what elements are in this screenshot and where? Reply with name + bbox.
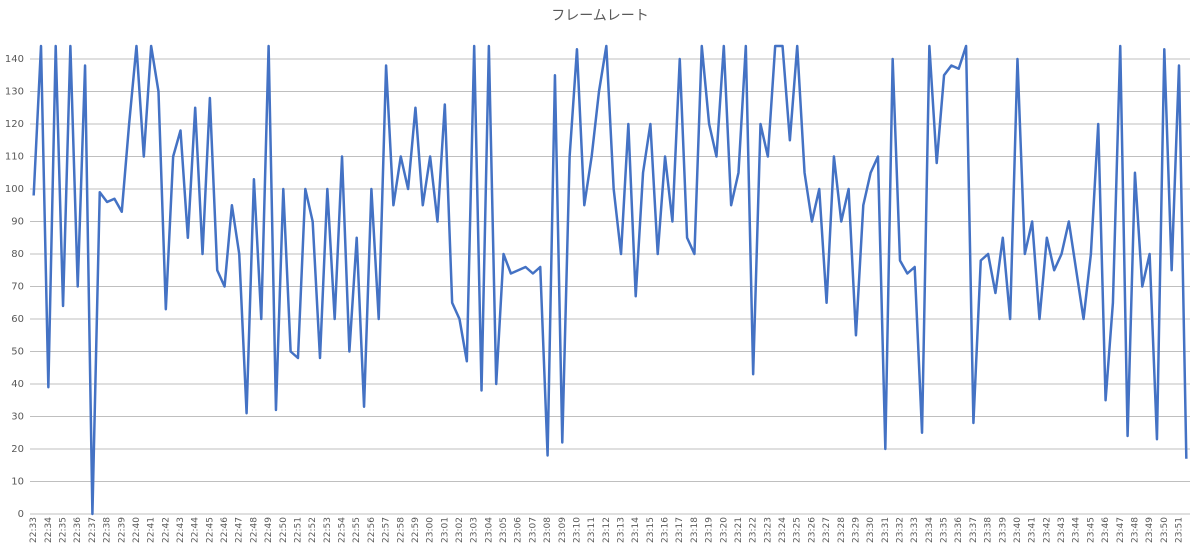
x-tick-label: 23:33	[910, 517, 920, 543]
x-tick-label: 23:27	[822, 517, 832, 543]
x-tick-label: 23:39	[998, 517, 1008, 543]
x-tick-label: 22:42	[161, 517, 171, 543]
x-tick-label: 22:55	[352, 517, 362, 543]
x-tick-label: 23:19	[705, 517, 715, 543]
x-tick-label: 23:28	[837, 517, 847, 543]
x-tick-label: 22:53	[323, 517, 333, 543]
x-tick-label: 23:29	[851, 517, 861, 543]
x-tick-label: 23:44	[1072, 517, 1082, 543]
x-tick-label: 22:56	[367, 517, 377, 543]
x-tick-label: 22:52	[308, 517, 318, 543]
y-tick-label: 90	[11, 217, 24, 228]
data-line	[32, 44, 1188, 516]
x-tick-label: 23:05	[499, 517, 509, 543]
x-tick-label: 23:18	[690, 517, 700, 543]
x-tick-label: 22:34	[44, 517, 54, 543]
x-tick-label: 23:50	[1160, 517, 1170, 543]
x-tick-label: 22:36	[73, 517, 83, 543]
x-tick-label: 23:04	[484, 517, 494, 543]
x-tick-label: 23:23	[763, 517, 773, 543]
chart-title: フレームレート	[551, 8, 649, 24]
x-tick-label: 22:54	[338, 517, 348, 543]
x-tick-label: 23:16	[661, 517, 671, 543]
x-tick-label: 22:45	[205, 517, 215, 543]
x-tick-label: 23:21	[734, 517, 744, 543]
x-tick-label: 23:34	[925, 517, 935, 543]
x-tick-label: 23:00	[426, 517, 436, 543]
x-tick-label: 23:20	[719, 517, 729, 543]
x-tick-label: 22:37	[88, 517, 98, 543]
x-tick-label: 23:48	[1130, 517, 1140, 543]
x-tick-label: 22:47	[235, 517, 245, 543]
x-tick-label: 23:08	[543, 517, 553, 543]
x-tick-label: 23:41	[1028, 517, 1038, 543]
x-tick-label: 23:06	[514, 517, 524, 543]
x-tick-label: 23:11	[587, 517, 597, 543]
y-tick-label: 120	[5, 119, 24, 130]
x-tick-label: 23:24	[778, 517, 788, 543]
y-tick-label: 60	[11, 314, 24, 325]
y-tick-label: 100	[5, 184, 24, 195]
x-tick-label: 23:36	[954, 517, 964, 543]
y-tick-label: 80	[11, 249, 24, 260]
x-tick-label: 23:43	[1057, 517, 1067, 543]
y-tick-label: 0	[18, 509, 24, 520]
x-tick-label: 23:17	[675, 517, 685, 543]
x-tick-label: 22:39	[117, 517, 127, 543]
x-tick-label: 23:51	[1174, 517, 1184, 543]
x-tick-label: 23:42	[1042, 517, 1052, 543]
x-tick-label: 22:44	[191, 517, 201, 543]
y-tick-label: 50	[11, 347, 24, 358]
x-tick-label: 22:38	[103, 517, 113, 543]
x-tick-label: 22:49	[264, 517, 274, 543]
y-tick-label: 70	[11, 282, 24, 293]
x-tick-label: 23:47	[1116, 517, 1126, 543]
x-tick-label: 22:59	[411, 517, 421, 543]
y-tick-label: 10	[11, 477, 24, 488]
x-tick-label: 22:57	[382, 517, 392, 543]
x-tick-label: 23:45	[1086, 517, 1096, 543]
x-tick-label: 23:49	[1145, 517, 1155, 543]
x-tick-label: 22:48	[249, 517, 259, 543]
x-tick-label: 23:01	[440, 517, 450, 543]
y-tick-label: 140	[5, 54, 24, 65]
x-tick-label: 23:02	[455, 517, 465, 543]
x-tick-label: 23:10	[572, 517, 582, 543]
x-tick-label: 23:30	[866, 517, 876, 543]
x-tick-label: 22:46	[220, 517, 230, 543]
y-tick-label: 20	[11, 444, 24, 455]
x-tick-label: 22:51	[293, 517, 303, 543]
x-tick-label: 22:40	[132, 517, 142, 543]
x-tick-label: 23:09	[558, 517, 568, 543]
x-tick-label: 23:25	[793, 517, 803, 543]
x-tick-label: 22:33	[29, 517, 39, 543]
x-tick-label: 23:22	[749, 517, 759, 543]
x-tick-label: 22:35	[59, 517, 69, 543]
x-tick-label: 23:40	[1013, 517, 1023, 543]
y-tick-label: 30	[11, 412, 24, 423]
x-tick-label: 23:03	[470, 517, 480, 543]
x-tick-label: 23:31	[881, 517, 891, 543]
x-tick-label: 22:58	[396, 517, 406, 543]
x-tick-label: 23:26	[807, 517, 817, 543]
x-tick-label: 23:37	[969, 517, 979, 543]
x-tick-label: 23:15	[646, 517, 656, 543]
x-tick-label: 22:50	[279, 517, 289, 543]
x-tick-label: 22:43	[176, 517, 186, 543]
x-tick-label: 23:38	[984, 517, 994, 543]
y-tick-label: 130	[5, 87, 24, 98]
x-tick-label: 23:35	[940, 517, 950, 543]
x-tick-label: 23:07	[528, 517, 538, 543]
x-tick-label: 23:14	[631, 517, 641, 543]
x-tick-label: 23:46	[1101, 517, 1111, 543]
x-tick-label: 23:12	[602, 517, 612, 543]
x-tick-label: 23:32	[896, 517, 906, 543]
y-tick-label: 110	[5, 152, 24, 163]
y-tick-label: 40	[11, 379, 24, 390]
x-tick-label: 22:41	[147, 517, 157, 543]
x-tick-label: 23:13	[617, 517, 627, 543]
